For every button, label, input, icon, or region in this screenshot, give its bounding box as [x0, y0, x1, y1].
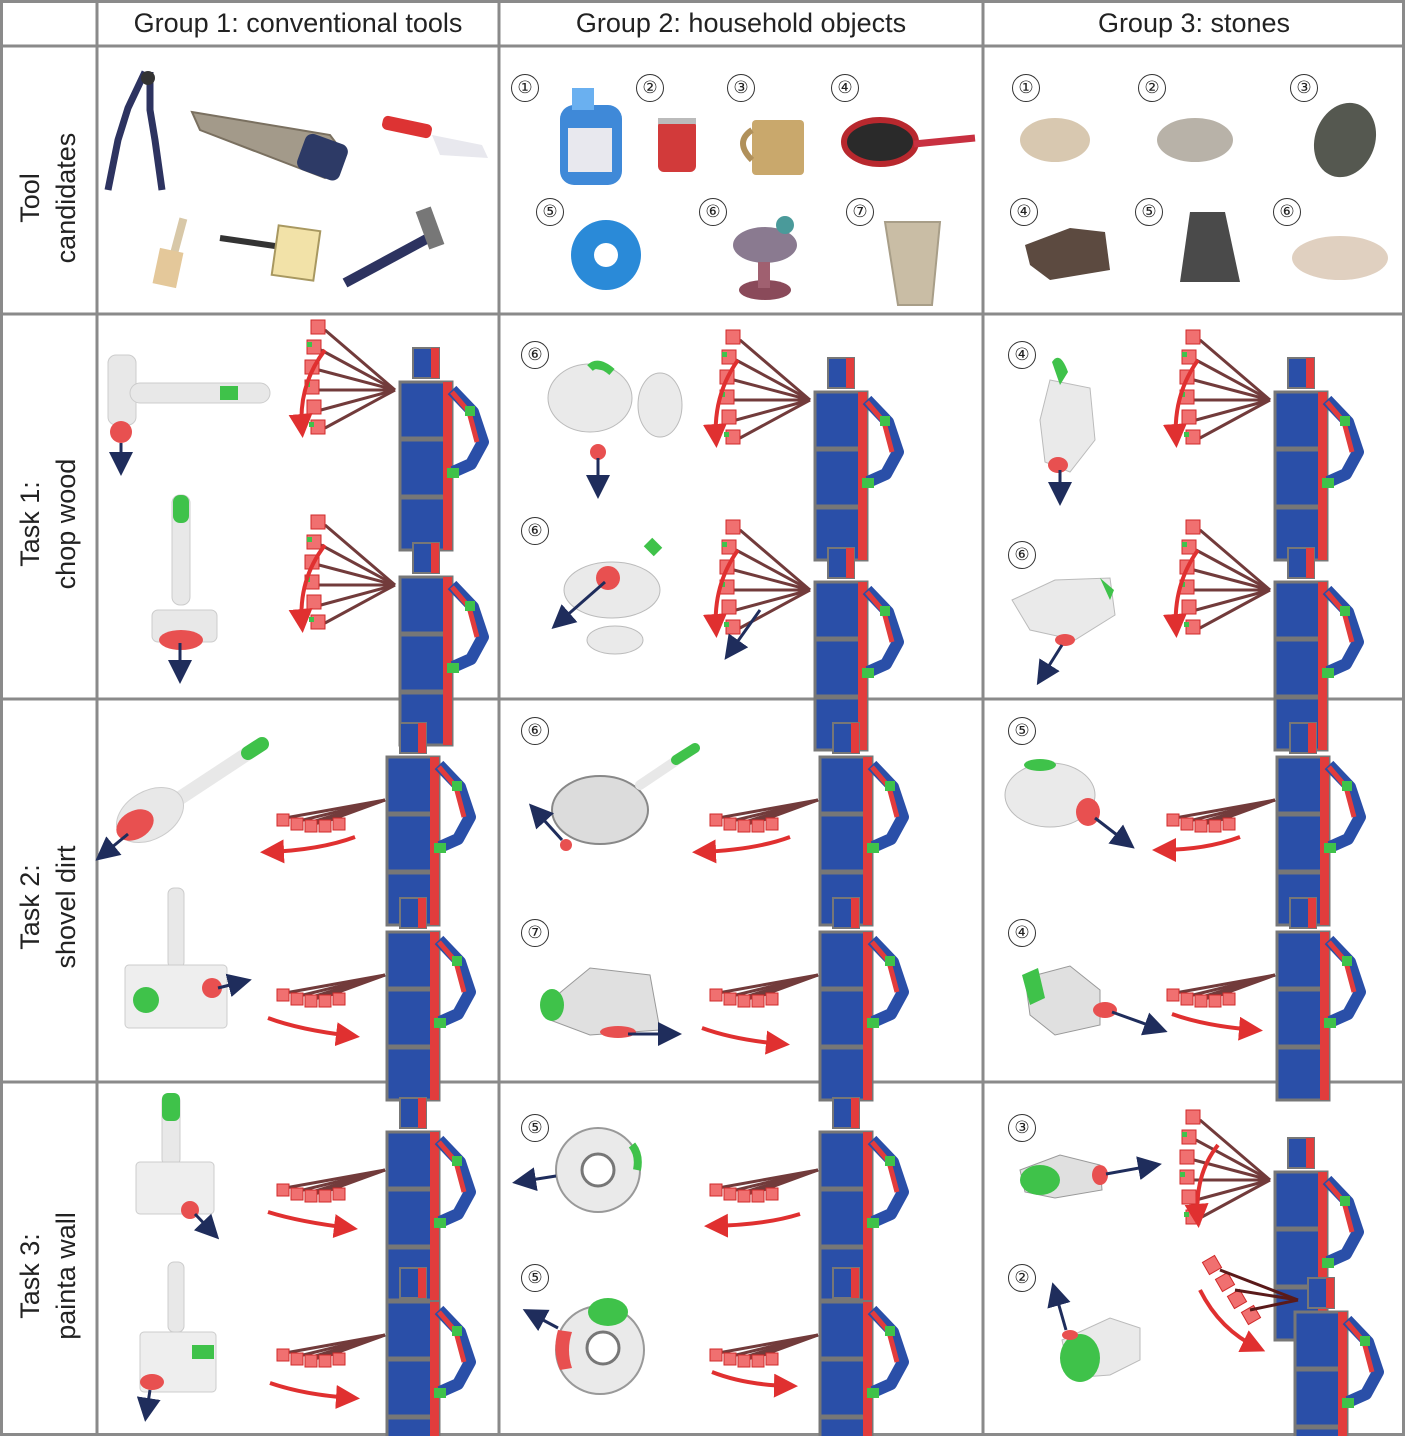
task3-g1-motion-arrow-top	[267, 1210, 358, 1239]
hh-num-7: ⑦	[846, 198, 874, 226]
header-group1-label: Group 1: conventional tools	[133, 8, 463, 38]
t1-stone-num-bottom: ⑥	[1008, 541, 1036, 569]
task2-g1-motion-arrow-top	[260, 835, 356, 864]
t1-stone-num-top: ④	[1008, 341, 1036, 369]
t2-stone-num-bottom: ④	[1008, 919, 1036, 947]
task1-g3-stone-mesh-bottom	[1011, 577, 1116, 686]
stone-num-5: ⑤	[1135, 198, 1163, 226]
utility-knife-image	[382, 115, 488, 158]
stone-num-2: ②	[1138, 74, 1166, 102]
task3-g2-donut-mesh-top	[512, 1127, 642, 1213]
task1-g1-motion-arrow-bottom	[288, 543, 327, 633]
hh-num-6: ⑥	[699, 198, 727, 226]
hh-num-5: ⑤	[536, 198, 564, 226]
t2-stone-num-top: ⑤	[1008, 717, 1036, 745]
task3-g3-stone-mesh-bottom	[1047, 1282, 1141, 1382]
hh-num-4: ④	[831, 74, 859, 102]
task3-g2-motion-arrow-top	[704, 1212, 801, 1238]
stone-num-1: ①	[1012, 74, 1040, 102]
task2-g3-stone-mesh-top	[1004, 759, 1135, 849]
task2-g3-motion-arrow-bottom	[1171, 1012, 1263, 1041]
task1-g1-motion-arrow-top	[288, 348, 327, 438]
header-group2-label: Group 2: household objects	[575, 8, 907, 38]
t2-hh-num-top: ⑥	[521, 717, 549, 745]
task1-g1-brush-mesh	[151, 494, 218, 684]
t3-stone-num-bottom: ②	[1008, 1264, 1036, 1292]
task1-g1-hammer-mesh	[107, 354, 271, 476]
task1-g3-stone-mesh-top	[1039, 357, 1096, 506]
task3-g3-stone-mesh-top	[1019, 1154, 1162, 1199]
header-group1: Group 1: conventional tools	[97, 0, 499, 46]
soda-can-image	[658, 118, 696, 172]
task3-g3-motion-arrow-top	[1184, 1143, 1220, 1228]
header-group3-label: Group 3: stones	[1097, 8, 1291, 38]
frying-pan-image	[841, 117, 976, 167]
task2-g1-brush-mesh-top	[95, 737, 269, 861]
hand-saw-image	[190, 110, 348, 181]
paper-cup-image	[883, 221, 942, 306]
donut-ring-image	[571, 220, 641, 290]
task1-g3-motion-arrow-bottom	[1162, 548, 1200, 638]
task3-g3-arm-swing	[1201, 1254, 1299, 1326]
task2-g3-stone-mesh-bottom	[1022, 965, 1168, 1036]
stone-num-6: ⑥	[1273, 198, 1301, 226]
task2-g2-motion-arrow-top	[692, 835, 791, 864]
t1-hh-num-top: ⑥	[521, 341, 549, 369]
task3-g2-donut-mesh-bottom	[522, 1298, 645, 1395]
t3-hh-num-bottom: ⑤	[521, 1264, 549, 1292]
task2-g3-motion-arrow-top	[1152, 835, 1241, 862]
task1-g2-figurine-mesh-top	[547, 360, 683, 499]
task3-g2-motion-arrow-bottom	[711, 1370, 798, 1398]
task3-g1-brush-mesh-top	[135, 1093, 220, 1240]
task1-g2-motion-arrow-top	[702, 358, 740, 448]
paintbrush-image	[152, 217, 188, 289]
stone-num-3: ③	[1290, 74, 1318, 102]
stones-image	[1020, 102, 1388, 282]
task3-g1-motion-arrow-bottom	[269, 1381, 360, 1409]
task3-g3-motion-arrow-bottom	[1198, 1289, 1266, 1352]
stone-num-4: ④	[1010, 198, 1038, 226]
task2-g2-cup-mesh	[540, 967, 682, 1046]
task2-g1-motion-arrow-bottom	[267, 1016, 360, 1047]
task1-g2-push-arrow	[724, 609, 762, 660]
t2-hh-num-bottom: ⑦	[521, 919, 549, 947]
bolt-cutter-image	[104, 70, 166, 191]
t3-hh-num-top: ⑤	[521, 1114, 549, 1142]
task2-g1-brush-mesh-bottom	[124, 887, 252, 1029]
task2-g2-motion-arrow-bottom	[701, 1026, 790, 1055]
hh-num-3: ③	[727, 74, 755, 102]
detergent-bottle-image	[560, 88, 622, 185]
task3-g1-brush-mesh-bottom	[136, 1261, 217, 1422]
task1-g2-motion-arrow-bottom	[702, 548, 740, 638]
task2-g2-pan-mesh	[528, 743, 700, 851]
header-group3: Group 3: stones	[983, 0, 1405, 46]
hammer-image	[342, 206, 445, 288]
hh-num-2: ②	[636, 74, 664, 102]
scraper-brush-image	[219, 224, 322, 282]
hh-num-1: ①	[511, 74, 539, 102]
bird-figurine-image	[733, 216, 797, 300]
mug-image	[740, 120, 804, 175]
task1-g2-figurine-mesh-bottom	[551, 537, 663, 655]
t3-stone-num-top: ③	[1008, 1114, 1036, 1142]
header-group2: Group 2: household objects	[499, 0, 983, 46]
t1-hh-num-bottom: ⑥	[521, 517, 549, 545]
task1-g3-motion-arrow-top	[1162, 358, 1200, 448]
